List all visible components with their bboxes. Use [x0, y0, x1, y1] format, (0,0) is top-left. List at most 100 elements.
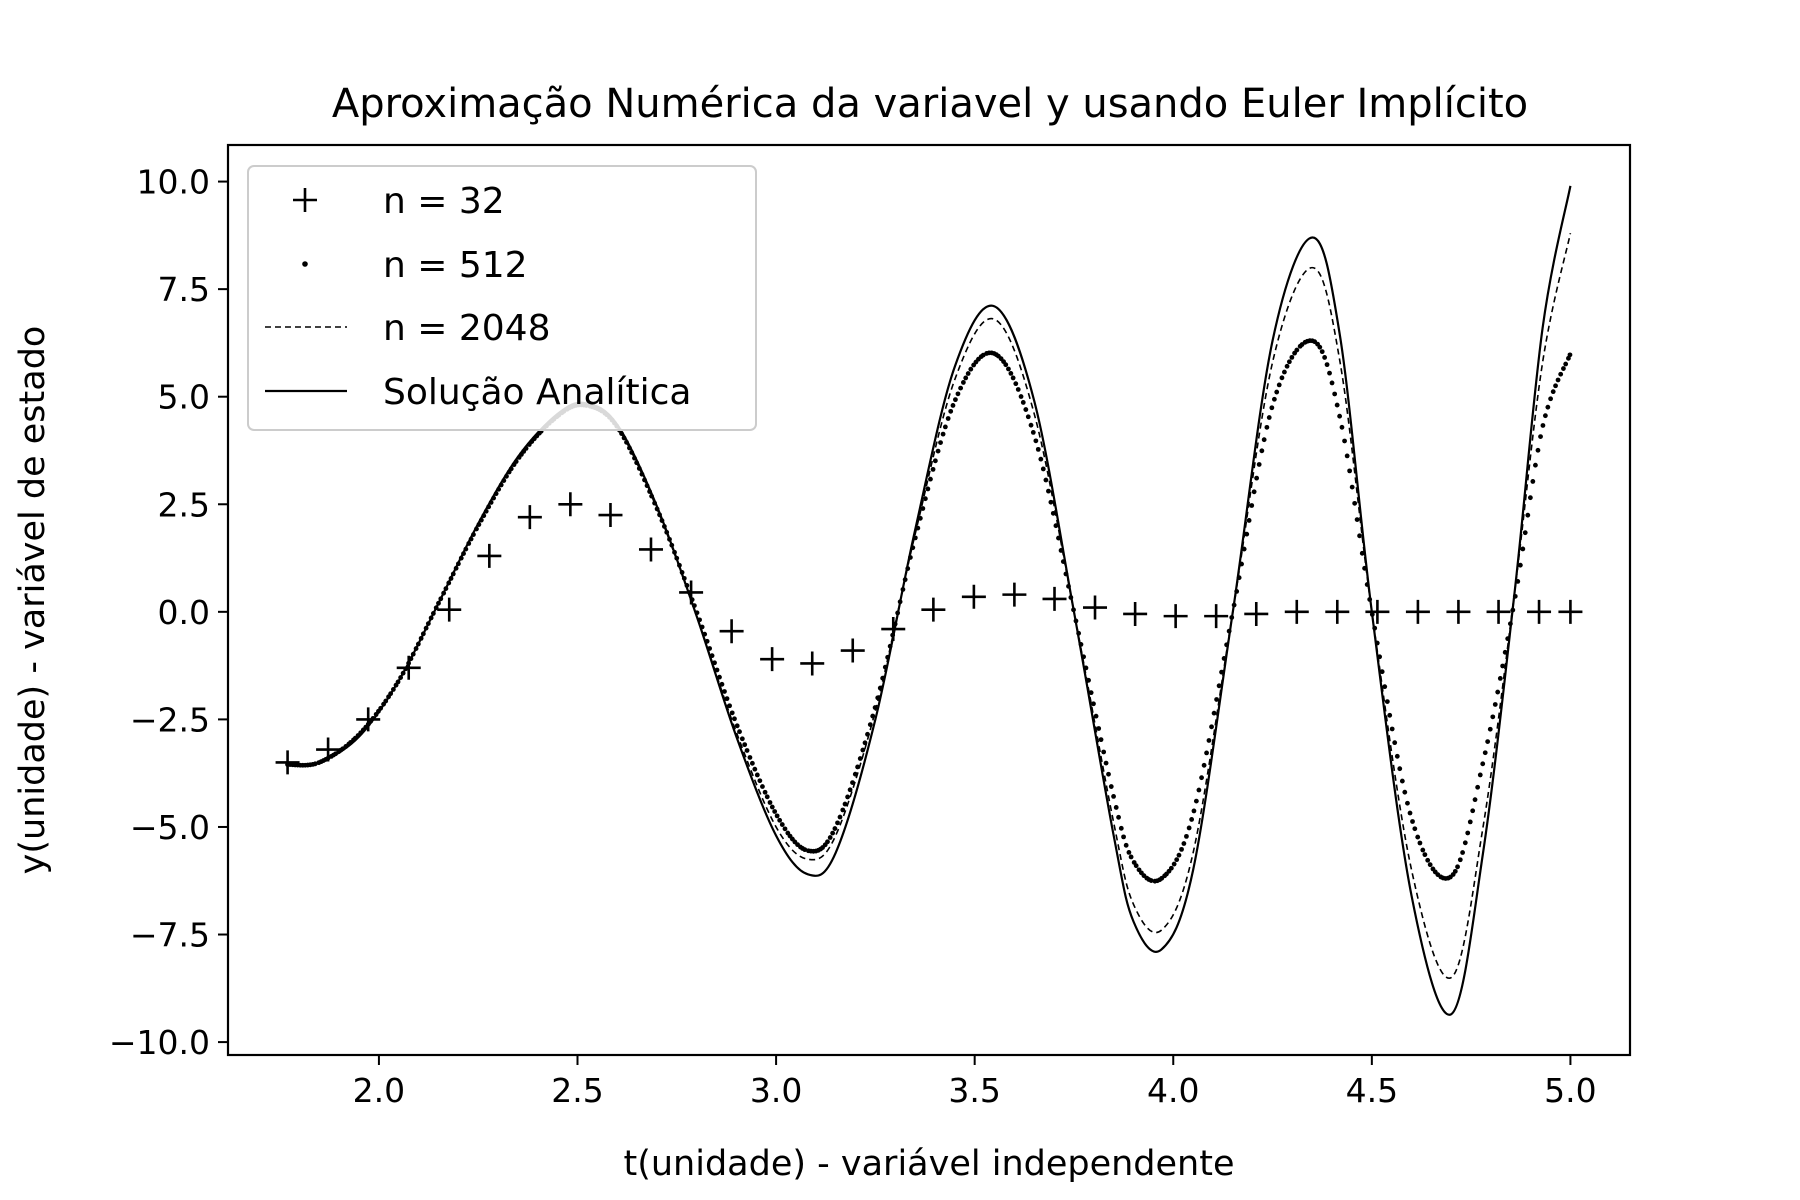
data-point	[1025, 414, 1031, 420]
data-point	[634, 460, 640, 466]
data-point	[1111, 793, 1116, 799]
data-point	[496, 486, 502, 492]
data-point	[1558, 371, 1564, 377]
data-point	[857, 756, 863, 761]
data-point	[667, 536, 672, 542]
y-tick-label: −7.5	[130, 916, 210, 955]
data-point	[1357, 533, 1362, 539]
data-point	[1015, 387, 1021, 392]
data-point	[463, 546, 469, 552]
data-point	[1507, 621, 1513, 627]
data-point	[1412, 826, 1418, 832]
data-point	[513, 459, 519, 464]
data-point	[1563, 361, 1569, 367]
data-point	[850, 780, 855, 785]
data-point	[1490, 714, 1496, 720]
data-point	[1540, 423, 1546, 428]
data-point	[1174, 857, 1180, 863]
data-point	[729, 710, 735, 716]
x-axis: 2.0 2.5 3.0 3.5 4.0 4.5 5.0	[353, 1055, 1597, 1110]
x-tick-label: 5.0	[1544, 1071, 1596, 1110]
data-point	[1477, 772, 1483, 778]
data-point	[1374, 640, 1380, 646]
data-point	[661, 524, 667, 529]
data-point	[669, 542, 675, 548]
data-point	[1286, 359, 1292, 365]
data-point	[702, 631, 708, 637]
data-point	[877, 685, 883, 691]
data-point	[654, 506, 660, 512]
data-point	[1033, 438, 1039, 444]
data-point	[917, 515, 923, 521]
data-point	[832, 826, 838, 831]
data-point	[1294, 347, 1300, 353]
data-point	[945, 416, 951, 421]
data-point	[1415, 834, 1421, 840]
data-point	[312, 761, 318, 767]
data-point	[1276, 382, 1282, 388]
data-point	[1206, 738, 1212, 743]
data-point	[840, 807, 846, 813]
data-point	[921, 597, 946, 622]
data-point	[1013, 381, 1019, 387]
data-point	[1168, 865, 1174, 871]
data-point	[1352, 500, 1358, 506]
data-point	[1502, 649, 1508, 655]
data-point	[717, 674, 722, 680]
data-point	[1487, 726, 1493, 732]
data-point	[940, 431, 946, 437]
data-point	[1377, 654, 1383, 660]
data-point	[1545, 404, 1551, 410]
data-point	[1214, 697, 1219, 702]
data-point	[1384, 699, 1390, 704]
data-point	[1271, 396, 1277, 402]
data-point	[1533, 462, 1538, 468]
data-point	[960, 380, 966, 385]
data-point	[1282, 369, 1287, 375]
data-point	[752, 766, 758, 772]
data-point	[398, 675, 404, 680]
data-point	[1211, 710, 1217, 716]
data-point	[897, 599, 903, 605]
data-point	[638, 537, 663, 562]
data-point	[1527, 495, 1533, 501]
data-point	[1405, 800, 1410, 806]
data-point	[1337, 413, 1343, 419]
data-point	[774, 813, 780, 819]
data-point	[837, 814, 843, 820]
data-point	[885, 654, 891, 660]
data-point	[1163, 604, 1188, 629]
data-point	[935, 448, 941, 454]
data-point	[802, 847, 808, 853]
data-point	[396, 655, 421, 680]
data-point	[1495, 689, 1501, 695]
data-point	[902, 577, 908, 583]
data-point	[782, 826, 788, 832]
data-point	[523, 446, 529, 451]
data-point	[1056, 535, 1061, 541]
data-point	[880, 675, 886, 681]
data-point	[1457, 857, 1463, 863]
data-point	[1525, 512, 1531, 518]
data-point	[1347, 468, 1353, 474]
data-point	[1274, 389, 1280, 395]
data-point	[1179, 846, 1184, 852]
data-point	[1071, 607, 1076, 613]
data-point	[1199, 775, 1204, 781]
data-point	[855, 764, 860, 770]
data-point	[1239, 561, 1244, 567]
data-point	[870, 713, 876, 719]
data-point	[437, 597, 462, 622]
data-point	[1420, 847, 1426, 853]
data-point	[383, 698, 389, 704]
data-point	[1410, 819, 1415, 824]
data-point	[448, 576, 454, 581]
data-point	[1359, 550, 1365, 556]
data-point	[1038, 456, 1044, 462]
y-tick-label: 5.0	[158, 378, 210, 417]
data-point	[905, 566, 911, 571]
data-point	[1517, 562, 1523, 568]
data-point	[1486, 599, 1511, 624]
data-point	[835, 820, 840, 826]
data-point	[1480, 761, 1486, 767]
